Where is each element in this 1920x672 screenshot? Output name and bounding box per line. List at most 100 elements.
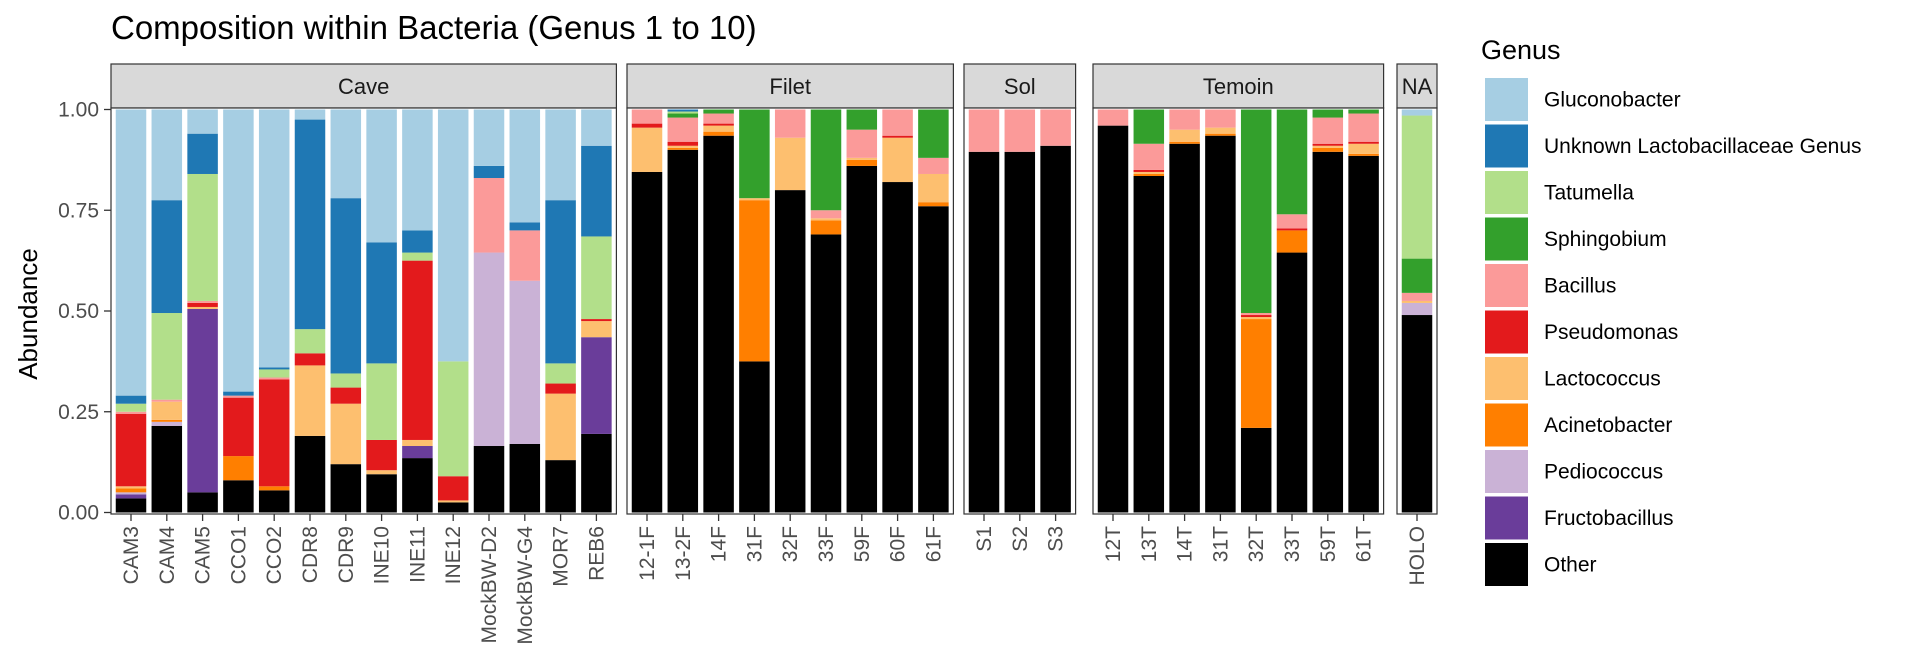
bar-segment-lactococcus [703,125,734,132]
bar-segment-unknown-lactobacillaceae-genus [223,391,254,396]
bar-segment-other [258,490,290,513]
bar-segment-pseudomonas [223,397,254,457]
bar-segment-pseudomonas [703,123,734,126]
bar-s1 [968,109,1000,513]
bar-segment-fructobacillus [115,494,147,499]
bar-segment-bacillus [187,300,218,303]
bar-segment-unknown-lactobacillaceae-genus [115,395,147,404]
x-tick-label: HOLO [1406,526,1429,586]
bar-segment-fructobacillus [402,446,433,459]
legend-swatch [1485,78,1528,121]
x-tick-label: INE11 [406,526,429,583]
facet-strip-label: Temoin [1203,74,1274,99]
x-tick-label: 60F [887,526,910,562]
bar-segment-lactococcus [1133,171,1165,174]
bar-segment-pediococcus [473,252,505,447]
bar-segment-bacillus [1240,313,1272,316]
facet-na: NA HOLO [1396,63,1438,586]
bar-segment-other [366,474,397,513]
bar-59t [1312,109,1344,513]
x-tick-label: 12T [1102,526,1125,562]
bar-segment-sphingobium [810,109,842,211]
x-tick-label: MOR7 [550,526,573,587]
bar-segment-other [1169,143,1200,513]
bar-segment-other [1240,427,1272,513]
bar-segment-pseudomonas [631,123,663,128]
bar-segment-pseudomonas [402,260,433,440]
bar-ine11 [402,109,433,513]
x-tick-label: MockBW-G4 [514,526,537,645]
bar-segment-lactococcus [631,127,663,172]
bar-segment-bacillus [115,411,147,414]
legend-label: Tatumella [1544,182,1634,205]
bar-segment-pseudomonas [545,383,576,394]
legend-swatch [1485,217,1528,261]
bar-segment-other [918,206,949,513]
legend-swatch [1485,450,1528,493]
bar-segment-lactococcus [187,306,218,309]
panel-border [963,107,1077,515]
bar-segment-gluconobacter [187,109,218,134]
legend-item-other: Other [1485,543,1597,586]
legend-item-pediococcus: Pediococcus [1485,450,1663,493]
bar-segment-sphingobium [918,109,949,158]
x-tick-label: MockBW-D2 [478,526,501,643]
bar-segment-sphingobium [846,109,878,130]
x-tick-label: 13T [1138,526,1161,562]
bar-segment-tatumella [294,329,326,354]
bar-segment-other [968,151,1000,513]
bar-segment-fructobacillus [187,308,218,493]
bar-segment-bacillus [631,109,663,124]
bar-holo [1401,109,1433,513]
legend-item-pseudomonas: Pseudomonas [1485,310,1678,354]
bar-segment-other [1040,145,1071,513]
bar-segment-other [1276,252,1308,513]
bar-segment-other [509,443,541,513]
bar-segment-pseudomonas [1276,228,1308,231]
bar-segment-acinetobacter [846,159,878,166]
legend-label: Gluconobacter [1544,89,1681,112]
bar-14f [703,109,734,513]
bar-segment-lactococcus [294,365,326,436]
bar-segment-gluconobacter [294,109,326,120]
bar-segment-pediococcus [1401,302,1433,316]
facet-temoin: Temoin 12T 13T 14T 31T 32T 33T 59T 61T [1092,63,1385,562]
bar-segment-bacillus [1004,109,1036,152]
legend-item-acinetobacter: Acinetobacter [1485,403,1672,447]
facet-sol: Sol S1 S2 S3 [963,63,1077,552]
x-tick-label: 59T [1317,526,1340,562]
bar-segment-pseudomonas [366,439,397,471]
bar-segment-lactococcus [1348,143,1379,154]
bar-segment-pseudomonas [437,476,469,501]
bar-segment-acinetobacter [223,456,254,481]
bar-segment-other [1205,135,1236,513]
bar-31f [739,109,770,513]
x-tick-label: INE10 [371,526,394,584]
x-tick-label: CDR9 [335,526,358,583]
legend-item-tatumella: Tatumella [1485,171,1634,214]
bar-segment-bacillus [473,178,505,253]
bar-segment-other [294,435,326,513]
bar-segment-other [1401,315,1433,513]
bar-segment-gluconobacter [473,109,505,166]
bar-segment-other [882,182,913,513]
bar-segment-unknown-lactobacillaceae-genus [581,145,612,237]
bar-ine12 [437,109,469,513]
bar-segment-other [473,446,505,513]
x-tick-label: 32F [779,526,802,562]
bar-segment-bacillus [1276,214,1308,229]
bar-segment-other [402,458,433,513]
bar-segment-lactococcus [1401,300,1433,303]
bar-segment-other [223,480,254,513]
legend-title: Genus [1481,35,1561,65]
bar-segment-unknown-lactobacillaceae-genus [258,367,290,370]
bar-segment-lactococcus [437,500,469,503]
bar-segment-acinetobacter [151,419,183,422]
bar-59f [846,109,878,513]
bar-segment-acinetobacter [1348,153,1379,156]
bar-61f [918,109,949,513]
bar-segment-other [667,149,699,513]
legend-item-gluconobacter: Gluconobacter [1485,78,1681,121]
bar-cco1 [223,109,254,513]
bar-segment-other [846,165,878,513]
